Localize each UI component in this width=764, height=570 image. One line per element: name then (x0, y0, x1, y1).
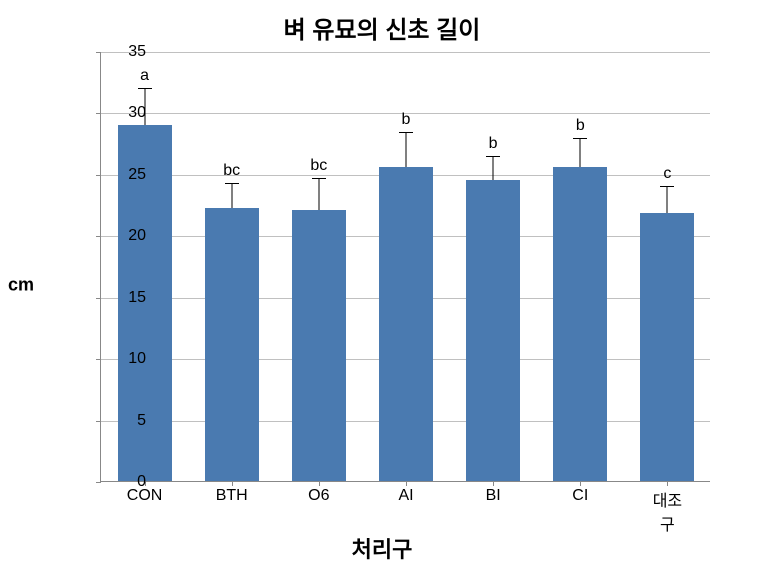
x-tick-mark (580, 481, 581, 486)
x-tick-mark (406, 481, 407, 486)
error-cap (138, 88, 152, 89)
error-bar (667, 187, 668, 213)
y-axis-label: cm (8, 275, 34, 296)
significance-label: a (115, 67, 175, 85)
x-tick-mark (319, 481, 320, 486)
y-tick-label: 15 (106, 289, 146, 307)
x-tick-mark (232, 481, 233, 486)
bar (292, 210, 346, 482)
x-tick-label: BI (486, 487, 501, 505)
error-bar (493, 157, 494, 180)
x-tick-mark (667, 481, 668, 486)
y-tick-mark (96, 298, 101, 299)
significance-label: bc (202, 162, 262, 180)
error-cap (660, 186, 674, 187)
y-tick-label: 30 (106, 104, 146, 122)
y-tick-label: 0 (106, 473, 146, 491)
x-tick-label: CI (572, 487, 588, 505)
bar (553, 167, 607, 482)
bar-group: b (379, 167, 433, 482)
error-cap (573, 138, 587, 139)
x-tick-label: 대조구 (646, 487, 689, 535)
bar-group: b (553, 167, 607, 482)
error-cap (486, 156, 500, 157)
y-tick-label: 35 (106, 43, 146, 61)
y-tick-mark (96, 175, 101, 176)
y-tick-mark (96, 113, 101, 114)
y-tick-label: 10 (106, 350, 146, 368)
significance-label: b (376, 111, 436, 129)
y-tick-mark (96, 236, 101, 237)
significance-label: b (463, 135, 523, 153)
error-bar (405, 133, 406, 166)
y-tick-label: 25 (106, 166, 146, 184)
error-cap (225, 183, 239, 184)
bar-group: c (640, 213, 694, 481)
chart-title: 벼 유묘의 신초 길이 (0, 10, 764, 45)
x-axis-label: 처리구 (0, 532, 764, 564)
x-tick-label: AI (398, 487, 413, 505)
bar-group: bc (292, 210, 346, 482)
error-bar (231, 184, 232, 209)
y-tick-mark (96, 482, 101, 483)
bar-group: bc (205, 208, 259, 481)
significance-label: bc (289, 157, 349, 175)
bar (466, 180, 520, 481)
bar (379, 167, 433, 482)
x-tick-mark (493, 481, 494, 486)
significance-label: b (550, 117, 610, 135)
error-cap (312, 178, 326, 179)
significance-label: c (637, 165, 697, 183)
bar-group: b (466, 180, 520, 481)
gridline (101, 52, 710, 53)
error-cap (399, 132, 413, 133)
error-bar (580, 139, 581, 166)
y-tick-mark (96, 52, 101, 53)
y-tick-label: 20 (106, 227, 146, 245)
y-tick-mark (96, 421, 101, 422)
x-tick-label: BTH (216, 487, 248, 505)
bar (205, 208, 259, 481)
error-bar (318, 179, 319, 210)
plot-area: aCONbcBTHbcO6bAIbBIbCIc대조구 (100, 52, 710, 482)
x-tick-label: O6 (308, 487, 329, 505)
bar (640, 213, 694, 481)
y-tick-mark (96, 359, 101, 360)
chart-container: 벼 유묘의 신초 길이 cm aCONbcBTHbcO6bAIbBIbCIc대조… (0, 0, 764, 570)
y-tick-label: 5 (106, 412, 146, 430)
